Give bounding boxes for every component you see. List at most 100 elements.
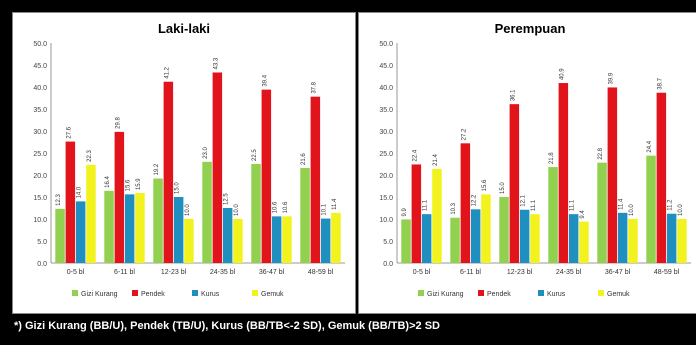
bar — [135, 193, 145, 263]
bar — [65, 141, 76, 263]
y-tick-label: 0.0 — [37, 261, 47, 268]
legend-swatch — [192, 290, 198, 296]
chart-title: Perempuan — [495, 21, 566, 36]
legend-swatch — [598, 290, 604, 296]
y-tick-label: 25.0 — [379, 151, 393, 158]
data-label: 24.4 — [647, 140, 653, 152]
y-tick-label: 15.0 — [33, 195, 47, 202]
legend-swatch — [132, 290, 138, 296]
data-label: 40.9 — [559, 68, 565, 80]
legend-swatch — [478, 290, 484, 296]
y-tick-label: 30.0 — [379, 129, 393, 136]
legend-label: Gemuk — [261, 291, 284, 298]
y-tick-label: 40.0 — [379, 85, 393, 92]
legend-label: Pendek — [141, 291, 165, 298]
bar — [579, 221, 589, 263]
bar — [310, 96, 321, 264]
legend-swatch — [538, 290, 544, 296]
footnote: *) Gizi Kurang (BB/U), Pendek (TB/U), Ku… — [14, 320, 440, 332]
data-label: 38.7 — [657, 77, 663, 89]
bar — [401, 219, 411, 263]
data-label: 21.6 — [301, 153, 307, 165]
bar — [558, 83, 569, 263]
bar — [470, 209, 481, 263]
data-label: 22.5 — [252, 149, 258, 161]
bar — [656, 92, 667, 263]
bar — [114, 131, 125, 263]
data-label: 11.1 — [531, 199, 537, 211]
x-tick-label: 48-59 bl — [308, 269, 334, 276]
x-tick-label: 48-59 bl — [654, 269, 680, 276]
data-label: 10.6 — [283, 201, 289, 213]
bar — [163, 81, 174, 263]
bar — [530, 214, 540, 263]
chart-laki-laki: Laki-laki 0.0 5.0 10.0 15.0 20.0 25.0 30.0 35.0 4… — [33, 21, 345, 298]
x-tick-label: 6-11 bl — [460, 269, 481, 276]
bar — [666, 213, 677, 263]
data-label: 16.4 — [105, 175, 111, 187]
bar — [432, 168, 442, 263]
y-tick-label: 35.0 — [33, 107, 47, 114]
data-label: 10.3 — [451, 202, 457, 214]
y-tick-label: 25.0 — [33, 151, 47, 158]
chart-panel-perempuan: Perempuan 0.0 5.0 10.0 15.0 20.0 25.0 30.0 35.0 4… — [358, 12, 696, 314]
bar — [212, 72, 223, 263]
bar — [173, 197, 184, 263]
y-tick-label: 35.0 — [379, 107, 393, 114]
legend-swatch — [252, 290, 258, 296]
data-label: 21.8 — [549, 152, 555, 164]
legend-label: Kurus — [201, 291, 220, 298]
data-label: 21.4 — [433, 153, 439, 165]
data-label: 9.9 — [402, 207, 408, 216]
bar — [86, 164, 96, 263]
bar — [75, 201, 86, 263]
data-label: 10.0 — [185, 204, 191, 216]
legend-swatch — [72, 290, 78, 296]
bar — [233, 219, 243, 263]
data-label: 15.6 — [126, 179, 132, 191]
bar — [261, 89, 272, 263]
legend-label: Gizi Kurang — [81, 291, 118, 298]
data-label: 22.8 — [598, 147, 604, 159]
data-label: 10.0 — [629, 204, 635, 216]
y-tick-label: 20.0 — [379, 173, 393, 180]
bar — [222, 208, 233, 263]
bar — [509, 104, 520, 263]
y-tick-label: 45.0 — [33, 63, 47, 70]
bar — [646, 155, 656, 263]
data-label: 12.1 — [521, 194, 527, 206]
bar — [202, 161, 212, 263]
bar — [331, 212, 341, 263]
data-label: 27.6 — [66, 126, 72, 138]
legend-label: Kurus — [547, 291, 566, 298]
data-label: 10.0 — [678, 204, 684, 216]
data-label: 36.1 — [510, 89, 516, 101]
bar — [548, 167, 558, 263]
y-tick-label: 10.0 — [33, 217, 47, 224]
y-tick-label: 50.0 — [379, 41, 393, 48]
data-label: 15.0 — [175, 182, 181, 194]
data-label: 11.4 — [619, 198, 625, 210]
data-label: 22.3 — [87, 150, 93, 162]
bar — [184, 219, 194, 263]
bar — [282, 216, 292, 263]
data-label: 10.0 — [234, 204, 240, 216]
bar — [251, 164, 261, 263]
data-label: 11.1 — [570, 199, 576, 211]
bar — [460, 143, 471, 263]
data-label: 11.1 — [423, 199, 429, 211]
y-tick-label: 20.0 — [33, 173, 47, 180]
y-tick-label: 50.0 — [33, 41, 47, 48]
legend-label: Pendek — [487, 291, 511, 298]
data-label: 43.3 — [213, 57, 219, 69]
data-label: 11.4 — [332, 198, 338, 210]
data-label: 9.4 — [580, 210, 586, 219]
data-label: 39.9 — [608, 72, 614, 84]
bar — [300, 167, 310, 263]
data-label: 12.3 — [56, 194, 62, 206]
x-tick-label: 36-47 bl — [259, 269, 285, 276]
x-tick-label: 12-23 bl — [507, 269, 533, 276]
bar — [104, 190, 114, 263]
y-tick-label: 5.0 — [37, 239, 47, 246]
bar — [481, 194, 491, 263]
